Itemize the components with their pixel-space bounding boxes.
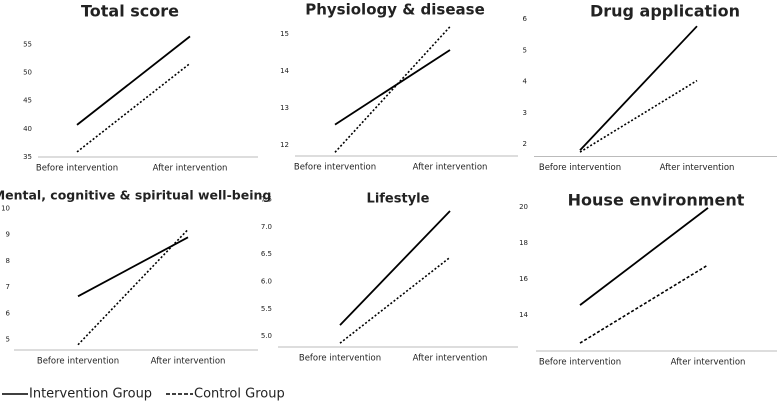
- chart-title: Lifestyle: [367, 192, 430, 207]
- y-tick-label: 7.0: [261, 223, 272, 231]
- y-tick-label: 5: [523, 46, 527, 54]
- legend-label: Intervention Group: [29, 387, 152, 401]
- y-tick-label: 7: [6, 283, 10, 291]
- x-tick-label: Before intervention: [539, 358, 621, 368]
- x-tick-label: Before intervention: [37, 357, 119, 367]
- y-tick-label: 10: [1, 205, 10, 213]
- y-tick-label: 6.0: [261, 277, 272, 285]
- y-tick-label: 55: [23, 40, 32, 48]
- y-tick-label: 8: [6, 257, 10, 265]
- y-tick-label: 6: [523, 15, 528, 23]
- series-line: [339, 210, 451, 326]
- series-line: [76, 35, 191, 126]
- x-tick-label: After intervention: [153, 164, 228, 174]
- x-tick-label: After intervention: [151, 357, 226, 367]
- y-tick-label: 12: [280, 141, 289, 149]
- y-tick-label: 13: [280, 104, 289, 112]
- series-line: [77, 236, 189, 298]
- series-line: [77, 228, 189, 346]
- x-tick-label: After intervention: [660, 163, 735, 173]
- y-tick-label: 16: [519, 275, 528, 283]
- chart-title: Mental, cognitive & spiritual well-being: [0, 188, 271, 203]
- y-tick-label: 5.0: [261, 332, 272, 340]
- chart-title: Physiology & disease: [305, 1, 485, 19]
- y-tick-label: 4: [523, 78, 528, 86]
- series-line: [334, 26, 451, 153]
- y-tick-label: 9: [6, 231, 10, 239]
- y-tick-label: 5.5: [261, 305, 272, 313]
- series-line: [579, 25, 698, 151]
- x-tick-label: Before intervention: [36, 164, 118, 174]
- y-tick-label: 18: [519, 239, 528, 247]
- y-tick-label: 15: [280, 30, 289, 38]
- x-tick-label: Before intervention: [294, 163, 376, 173]
- y-tick-label: 14: [519, 311, 528, 319]
- y-tick-label: 6: [6, 309, 11, 317]
- series-line: [579, 207, 709, 306]
- chart-title: Total score: [81, 2, 179, 21]
- legend-label: Control Group: [194, 387, 285, 401]
- x-tick-label: Before intervention: [299, 354, 381, 364]
- y-tick-label: 45: [23, 97, 32, 105]
- series-line: [334, 49, 451, 126]
- y-tick-label: 20: [519, 203, 528, 211]
- y-tick-label: 6.5: [261, 250, 272, 258]
- x-tick-label: After intervention: [671, 358, 746, 368]
- x-tick-label: After intervention: [413, 354, 488, 364]
- y-tick-label: 5: [6, 336, 10, 344]
- y-tick-label: 50: [23, 68, 32, 76]
- y-tick-label: 2: [523, 140, 527, 148]
- y-tick-label: 3: [523, 109, 527, 117]
- chart-title: Drug application: [590, 2, 740, 21]
- y-tick-label: 7.5: [261, 195, 272, 203]
- series-line: [579, 79, 698, 153]
- x-tick-label: Before intervention: [539, 163, 621, 173]
- y-tick-label: 35: [23, 153, 32, 161]
- series-line: [579, 264, 709, 344]
- series-line: [76, 62, 191, 153]
- chart-title: House environment: [568, 191, 745, 210]
- x-tick-label: After intervention: [413, 163, 488, 173]
- y-tick-label: 40: [23, 125, 32, 133]
- y-tick-label: 14: [280, 67, 289, 75]
- series-line: [339, 256, 451, 344]
